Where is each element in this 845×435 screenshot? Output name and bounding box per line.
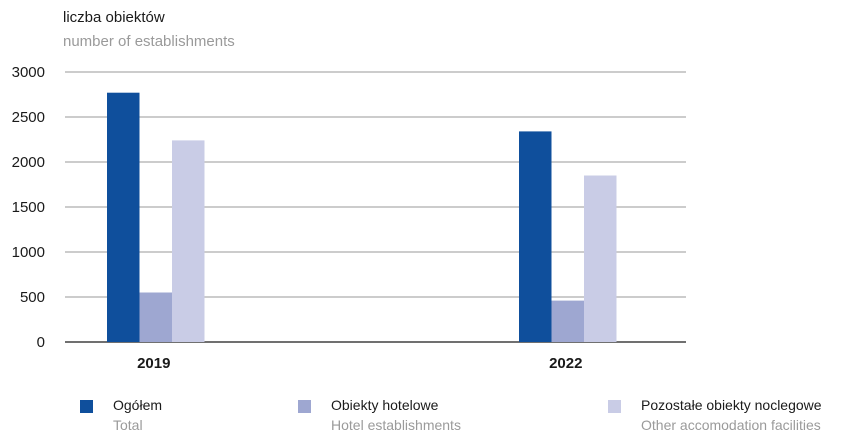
legend-label-other: Pozostałe obiekty noclegowe — [641, 397, 822, 413]
bar-chart: 0 500 1000 1500 2000 2500 3000 2019 2022 — [12, 64, 686, 372]
y-tick-label-3000: 3000 — [12, 64, 45, 81]
y-tick-label-2000: 2000 — [12, 154, 45, 171]
bar-2022-series-2 — [551, 300, 584, 342]
y-axis-label-english: number of establishments — [63, 33, 235, 50]
legend-label-other-english: Other accomodation facilities — [641, 417, 821, 433]
bar-2022-series-1 — [519, 131, 552, 342]
x-tick-label-2019: 2019 — [137, 355, 170, 372]
y-axis-label: liczba obiektów — [63, 9, 165, 26]
x-tick-label-2022: 2022 — [549, 355, 582, 372]
y-tick-label-1000: 1000 — [12, 244, 45, 261]
y-tick-label-2500: 2500 — [12, 109, 45, 126]
legend-label-hotel-english: Hotel establishments — [331, 417, 461, 433]
bar-2019-series-3 — [172, 140, 205, 342]
bar-2022-series-3 — [584, 175, 617, 342]
bar-2019-series-2 — [139, 292, 172, 342]
legend-swatch-total — [80, 400, 93, 413]
legend-swatch-other — [608, 400, 621, 413]
y-tick-label-500: 500 — [20, 289, 45, 306]
legend-label-total: Ogółem — [113, 397, 163, 413]
legend-label-hotel: Obiekty hotelowe — [331, 397, 439, 413]
y-tick-label-0: 0 — [37, 334, 45, 351]
y-tick-label-1500: 1500 — [12, 199, 45, 216]
bar-2019-series-1 — [107, 92, 140, 342]
legend: Ogółem Total Obiekty hotelowe Hotel esta… — [0, 397, 845, 435]
legend-swatch-hotel — [298, 400, 311, 413]
legend-label-total-english: Total — [113, 417, 143, 433]
